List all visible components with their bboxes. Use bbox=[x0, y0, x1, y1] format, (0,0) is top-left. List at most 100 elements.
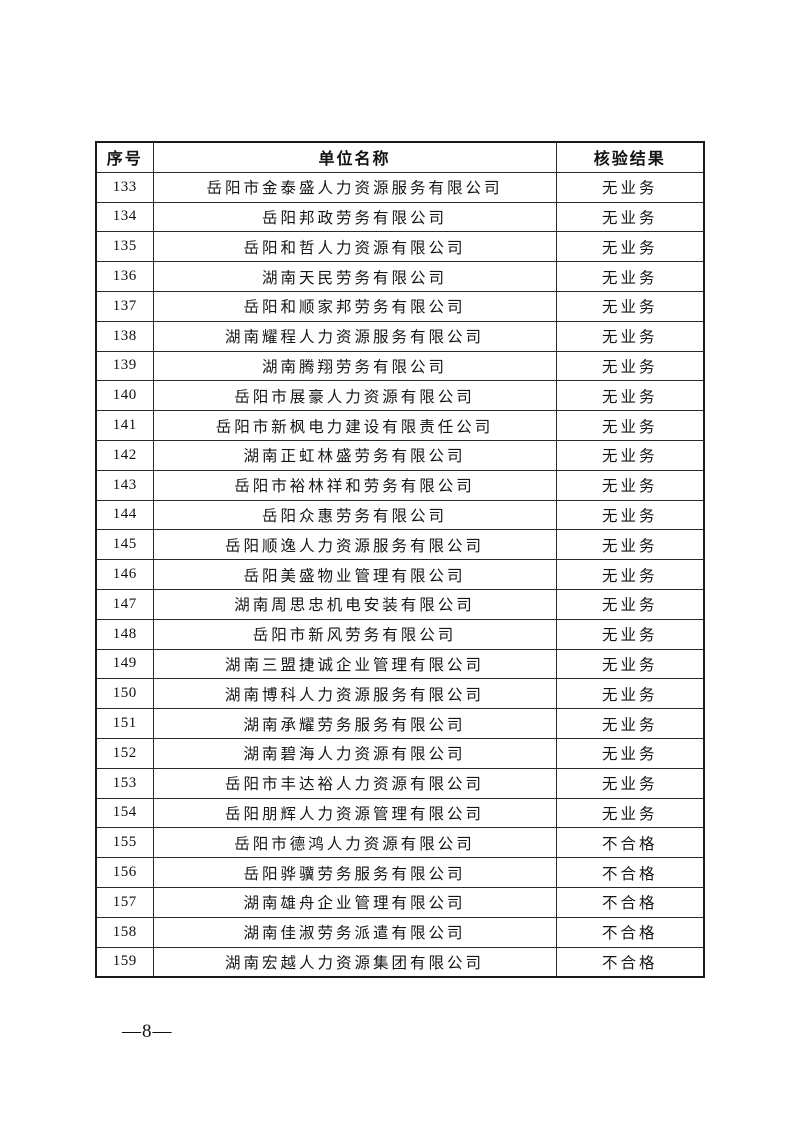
row-number-cell: 135 bbox=[95, 231, 154, 263]
row-number-cell: 157 bbox=[95, 886, 154, 918]
row-number-cell: 141 bbox=[95, 410, 154, 441]
row-number-cell: 156 bbox=[95, 857, 154, 888]
result-cell: 无业务 bbox=[555, 261, 705, 292]
table-row: 138 湖南耀程人力资源服务有限公司 无业务 bbox=[95, 320, 705, 352]
row-number-cell: 143 bbox=[95, 469, 154, 501]
table-row: 158 湖南佳淑劳务派遣有限公司 不合格 bbox=[95, 916, 705, 948]
header-index: 序号 bbox=[95, 141, 154, 173]
result-cell: 不合格 bbox=[555, 857, 705, 888]
table-row: 136 湖南天民劳务有限公司 无业务 bbox=[95, 261, 705, 292]
table-row: 154 岳阳朋辉人力资源管理有限公司 无业务 bbox=[95, 797, 705, 829]
company-name-cell: 岳阳和顺家邦劳务有限公司 bbox=[152, 290, 557, 322]
result-cell: 无业务 bbox=[555, 499, 705, 531]
company-name-cell: 岳阳市新风劳务有限公司 bbox=[152, 618, 557, 650]
header-company-name: 单位名称 bbox=[152, 141, 557, 173]
company-name-cell: 岳阳市丰达裕人力资源有限公司 bbox=[152, 767, 557, 799]
row-number-cell: 158 bbox=[95, 916, 154, 948]
table-header-row: 序号 单位名称 核验结果 bbox=[95, 141, 705, 173]
table-row: 145 岳阳顺逸人力资源服务有限公司 无业务 bbox=[95, 529, 705, 561]
table-row: 153 岳阳市丰达裕人力资源有限公司 无业务 bbox=[95, 767, 705, 799]
table-row: 140 岳阳市展豪人力资源有限公司 无业务 bbox=[95, 380, 705, 412]
row-number-cell: 139 bbox=[95, 350, 154, 382]
row-number-cell: 154 bbox=[95, 797, 154, 829]
table-body: 133 岳阳市金泰盛人力资源服务有限公司 无业务 134 岳阳邦政劳务有限公司 无业务 13… bbox=[95, 171, 705, 978]
company-name-cell: 岳阳和哲人力资源有限公司 bbox=[152, 231, 557, 263]
result-cell: 无业务 bbox=[555, 588, 705, 620]
result-cell: 无业务 bbox=[555, 380, 705, 412]
result-cell: 无业务 bbox=[555, 231, 705, 263]
row-number-cell: 147 bbox=[95, 588, 154, 620]
company-name-cell: 湖南宏越人力资源集团有限公司 bbox=[152, 946, 557, 978]
company-name-cell: 岳阳市裕林祥和劳务有限公司 bbox=[152, 469, 557, 501]
company-name-cell: 岳阳邦政劳务有限公司 bbox=[152, 201, 557, 233]
row-number-cell: 142 bbox=[95, 439, 154, 471]
result-cell: 无业务 bbox=[555, 618, 705, 650]
result-cell: 不合格 bbox=[555, 827, 705, 859]
result-cell: 无业务 bbox=[555, 201, 705, 233]
row-number-cell: 151 bbox=[95, 708, 154, 739]
table-row: 157 湖南雄舟企业管理有限公司 不合格 bbox=[95, 886, 705, 918]
company-name-cell: 岳阳市展豪人力资源有限公司 bbox=[152, 380, 557, 412]
table-row: 149 湖南三盟捷诚企业管理有限公司 无业务 bbox=[95, 648, 705, 680]
result-cell: 无业务 bbox=[555, 350, 705, 382]
company-name-cell: 湖南正虹林盛劳务有限公司 bbox=[152, 439, 557, 471]
row-number-cell: 136 bbox=[95, 261, 154, 292]
result-cell: 不合格 bbox=[555, 946, 705, 978]
result-cell: 无业务 bbox=[555, 678, 705, 710]
company-name-cell: 湖南雄舟企业管理有限公司 bbox=[152, 886, 557, 918]
table-row: 141 岳阳市新枫电力建设有限责任公司 无业务 bbox=[95, 410, 705, 441]
result-cell: 无业务 bbox=[555, 410, 705, 441]
row-number-cell: 144 bbox=[95, 499, 154, 531]
result-cell: 无业务 bbox=[555, 767, 705, 799]
row-number-cell: 149 bbox=[95, 648, 154, 680]
row-number-cell: 146 bbox=[95, 559, 154, 590]
row-number-cell: 159 bbox=[95, 946, 154, 978]
company-name-cell: 岳阳市新枫电力建设有限责任公司 bbox=[152, 410, 557, 441]
table-row: 156 岳阳骅骥劳务服务有限公司 不合格 bbox=[95, 857, 705, 888]
result-cell: 无业务 bbox=[555, 320, 705, 352]
table-row: 139 湖南腾翔劳务有限公司 无业务 bbox=[95, 350, 705, 382]
table-row: 152 湖南碧海人力资源有限公司 无业务 bbox=[95, 737, 705, 769]
company-name-cell: 岳阳美盛物业管理有限公司 bbox=[152, 559, 557, 590]
table-row: 142 湖南正虹林盛劳务有限公司 无业务 bbox=[95, 439, 705, 471]
row-number-cell: 153 bbox=[95, 767, 154, 799]
result-cell: 无业务 bbox=[555, 708, 705, 739]
company-name-cell: 岳阳市德鸿人力资源有限公司 bbox=[152, 827, 557, 859]
row-number-cell: 133 bbox=[95, 171, 154, 203]
table-row: 146 岳阳美盛物业管理有限公司 无业务 bbox=[95, 559, 705, 590]
company-name-cell: 湖南天民劳务有限公司 bbox=[152, 261, 557, 292]
table-row: 151 湖南承耀劳务服务有限公司 无业务 bbox=[95, 708, 705, 739]
result-cell: 无业务 bbox=[555, 559, 705, 590]
header-result: 核验结果 bbox=[555, 141, 705, 173]
result-cell: 无业务 bbox=[555, 469, 705, 501]
table-row: 133 岳阳市金泰盛人力资源服务有限公司 无业务 bbox=[95, 171, 705, 203]
company-name-cell: 湖南周思忠机电安装有限公司 bbox=[152, 588, 557, 620]
table-row: 143 岳阳市裕林祥和劳务有限公司 无业务 bbox=[95, 469, 705, 501]
result-cell: 无业务 bbox=[555, 797, 705, 829]
company-name-cell: 湖南碧海人力资源有限公司 bbox=[152, 737, 557, 769]
row-number-cell: 148 bbox=[95, 618, 154, 650]
row-number-cell: 140 bbox=[95, 380, 154, 412]
company-name-cell: 湖南博科人力资源服务有限公司 bbox=[152, 678, 557, 710]
page-number: —8— bbox=[122, 1021, 173, 1042]
result-cell: 无业务 bbox=[555, 171, 705, 203]
table-row: 135 岳阳和哲人力资源有限公司 无业务 bbox=[95, 231, 705, 263]
row-number-cell: 134 bbox=[95, 201, 154, 233]
table-row: 148 岳阳市新风劳务有限公司 无业务 bbox=[95, 618, 705, 650]
company-name-cell: 岳阳顺逸人力资源服务有限公司 bbox=[152, 529, 557, 561]
result-cell: 无业务 bbox=[555, 290, 705, 322]
row-number-cell: 138 bbox=[95, 320, 154, 352]
table-row: 134 岳阳邦政劳务有限公司 无业务 bbox=[95, 201, 705, 233]
company-name-cell: 岳阳朋辉人力资源管理有限公司 bbox=[152, 797, 557, 829]
table-row: 150 湖南博科人力资源服务有限公司 无业务 bbox=[95, 678, 705, 710]
row-number-cell: 145 bbox=[95, 529, 154, 561]
company-name-cell: 岳阳市金泰盛人力资源服务有限公司 bbox=[152, 171, 557, 203]
company-name-cell: 湖南承耀劳务服务有限公司 bbox=[152, 708, 557, 739]
company-name-cell: 岳阳众惠劳务有限公司 bbox=[152, 499, 557, 531]
row-number-cell: 155 bbox=[95, 827, 154, 859]
table-row: 147 湖南周思忠机电安装有限公司 无业务 bbox=[95, 588, 705, 620]
table-row: 137 岳阳和顺家邦劳务有限公司 无业务 bbox=[95, 290, 705, 322]
result-cell: 不合格 bbox=[555, 886, 705, 918]
company-name-cell: 湖南佳淑劳务派遣有限公司 bbox=[152, 916, 557, 948]
